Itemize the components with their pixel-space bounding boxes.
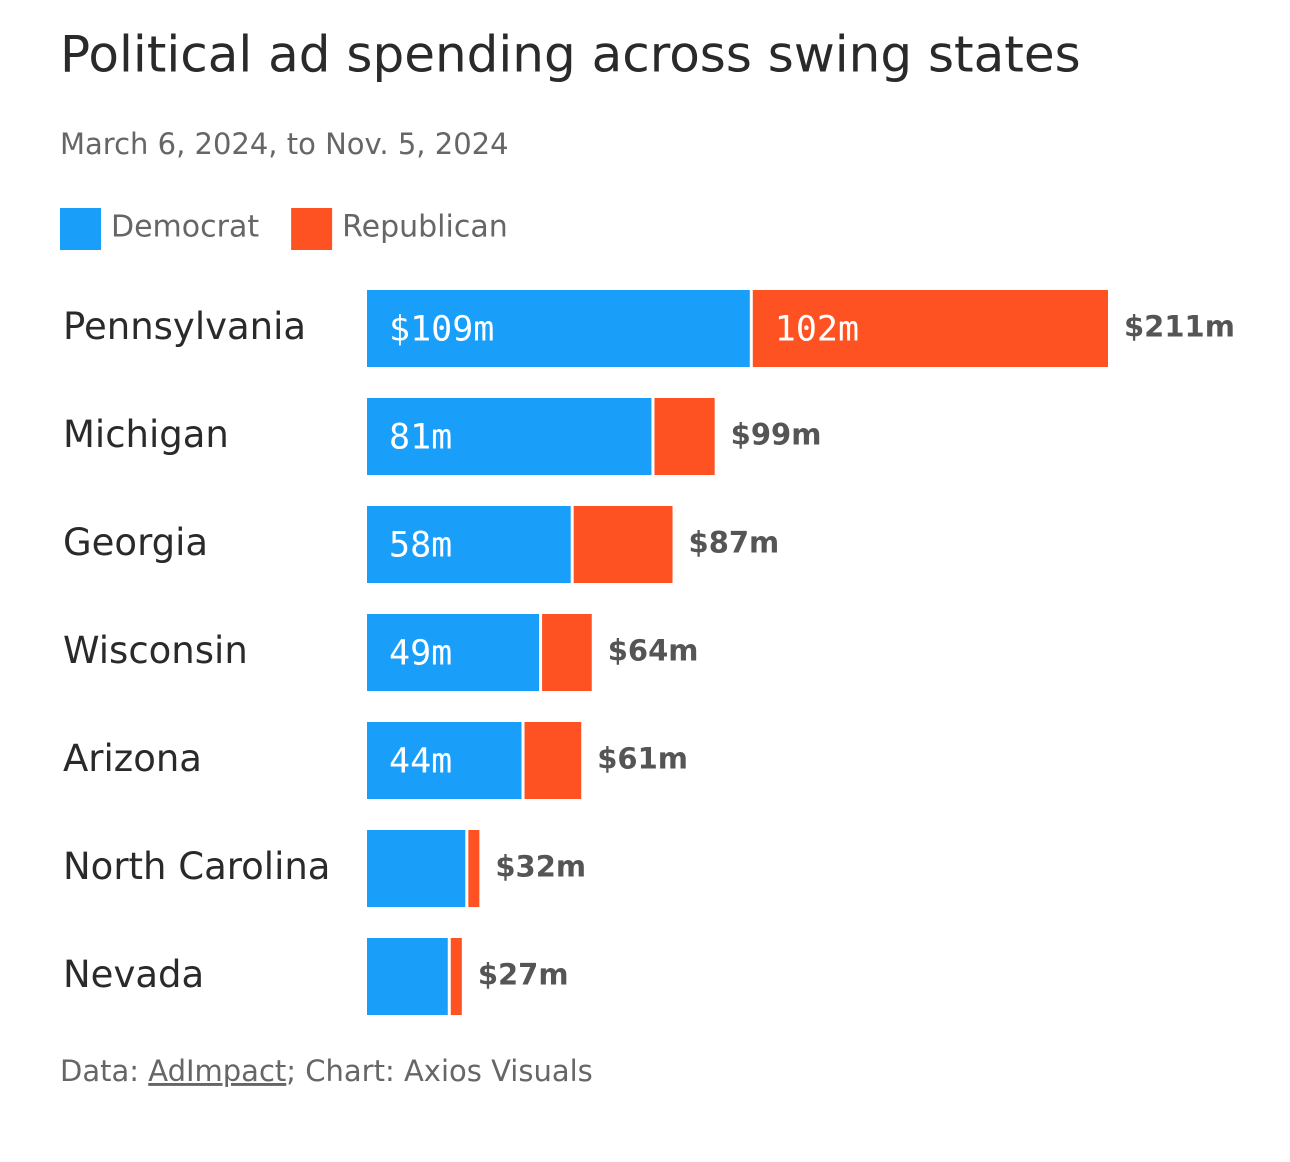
total-label: $27m — [478, 958, 569, 992]
bar — [367, 830, 466, 907]
total-label: $32m — [495, 850, 586, 884]
bar — [367, 506, 571, 583]
category-label cat: North Carolina — [63, 845, 330, 888]
bar — [367, 938, 448, 1015]
legend-label: Republican — [342, 210, 508, 245]
category-label cat: Georgia — [63, 521, 208, 564]
bar — [450, 938, 462, 1015]
category-label cat: Pennsylvania — [63, 305, 306, 348]
bar — [542, 614, 592, 691]
bar — [367, 290, 750, 367]
source: Data: AdImpact; Chart: Axios Visuals — [60, 1054, 593, 1088]
value-label: 81m — [389, 418, 452, 458]
category-label cat: Wisconsin — [63, 629, 248, 672]
category-label cat: Arizona — [63, 737, 202, 780]
source-prefix: Data: — [60, 1054, 148, 1088]
value-label: 44m — [389, 742, 452, 782]
total-label: $211m — [1124, 310, 1235, 344]
bar — [367, 722, 522, 799]
source-link[interactable]: AdImpact — [148, 1054, 286, 1088]
bar — [524, 722, 582, 799]
category-label cat: Nevada — [63, 953, 204, 996]
bar — [367, 614, 540, 691]
bar — [367, 398, 652, 475]
value-label: 102m — [775, 310, 859, 350]
legend-label: Democrat — [111, 210, 259, 245]
bar — [752, 290, 1108, 367]
total-label: $61m — [597, 742, 688, 776]
bar — [654, 398, 715, 475]
source-suffix: ; Chart: Axios Visuals — [286, 1054, 592, 1088]
total-label: $87m — [689, 526, 780, 560]
chart-title: Political ad spending across swing state… — [60, 26, 1081, 84]
legend-swatch — [291, 208, 333, 250]
value-label: $109m — [389, 310, 494, 350]
value-label: 49m — [389, 634, 452, 674]
total-label: $64m — [608, 634, 699, 668]
bar — [468, 830, 480, 907]
value-label: 58m — [389, 526, 452, 566]
legend-swatch — [60, 208, 101, 250]
chart-subtitle: March 6, 2024, to Nov. 5, 2024 — [60, 127, 509, 161]
bar — [573, 506, 673, 583]
total-label: $99m — [731, 418, 822, 452]
category-label cat: Michigan — [63, 413, 229, 456]
